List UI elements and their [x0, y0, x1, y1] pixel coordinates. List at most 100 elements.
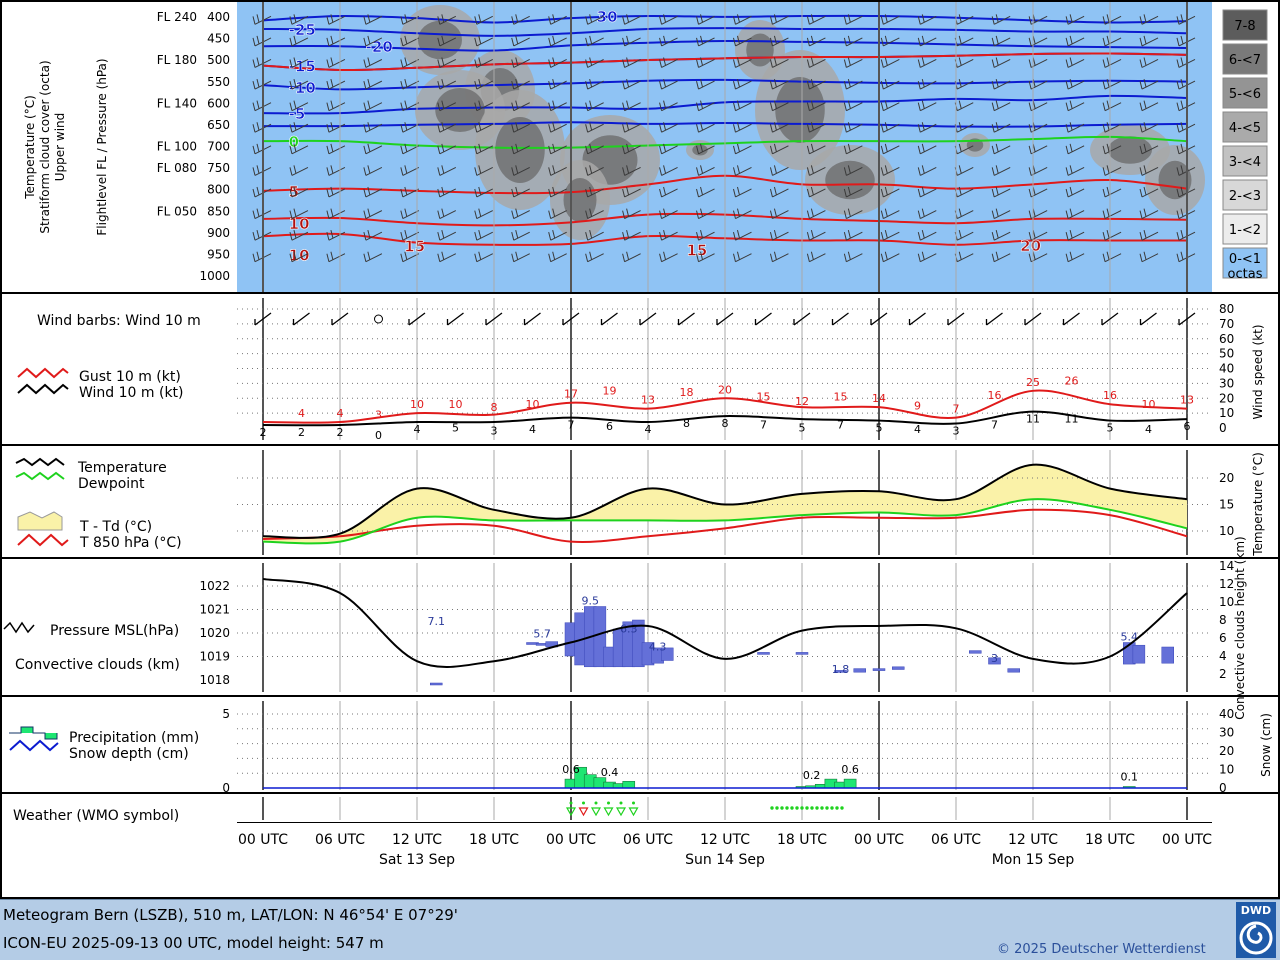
upper-wind-barb	[732, 35, 752, 47]
upper-wind-barb	[659, 186, 678, 198]
upper-wind-barb	[326, 78, 346, 90]
upper-wind-barb	[400, 186, 420, 198]
upper-wind-barb	[400, 165, 420, 176]
isotherm-label: 5	[289, 183, 299, 201]
flight-level-label: FL 050	[157, 204, 197, 218]
pressure-level-label: 750	[207, 161, 230, 175]
precip-legend-label: Precipitation (mm)	[69, 730, 199, 746]
weather-rain-dot	[569, 801, 573, 805]
surface-wind-barb	[831, 312, 849, 326]
upper-wind-barb	[1065, 14, 1085, 25]
upper-wind-barb	[1139, 186, 1159, 198]
flight-level-label: FL 100	[157, 140, 197, 154]
upper-wind-barb	[991, 57, 1011, 68]
upper-wind-barb	[622, 143, 641, 155]
pressure-line	[262, 577, 1188, 668]
weather-drizzle-dot	[805, 806, 809, 810]
pressure-level-label: 900	[207, 226, 230, 240]
upper-wind-barb	[696, 35, 715, 47]
upper-wind-barb	[659, 208, 678, 220]
wind-value-label: 2	[298, 426, 305, 439]
weather-panel-title: Weather (WMO symbol)	[13, 808, 179, 824]
upper-wind-barb	[511, 208, 530, 220]
gust-value-label: 20	[718, 383, 732, 396]
surface-wind-barb	[793, 312, 811, 326]
wind-value-label: 5	[799, 422, 806, 435]
gust-value-label: 15	[757, 391, 771, 404]
convective-height-label: 5.7	[533, 628, 551, 641]
upper-wind-barb	[880, 165, 900, 176]
time-tick-label: 12 UTC	[700, 832, 750, 848]
upper-wind-barb	[400, 230, 420, 241]
convective-height-label: 1.8	[832, 663, 850, 676]
upper-wind-barb	[548, 165, 567, 176]
upper-wind-barb	[585, 251, 604, 263]
time-axis-line	[237, 822, 1212, 823]
wind-value-label: 3	[491, 425, 498, 438]
upper-wind-barb	[843, 122, 863, 133]
upper-wind-barb	[548, 57, 567, 68]
time-tick-label: 00 UTC	[238, 832, 288, 848]
surface-wind-barb	[985, 312, 1003, 326]
upper-wind-barb	[806, 143, 826, 155]
upper-wind-barb	[326, 208, 346, 220]
surface-wind-barb	[254, 312, 272, 326]
upper-wind-barb	[289, 165, 309, 176]
upper-wind-barb	[289, 35, 309, 47]
isotherm-label: -5	[289, 105, 306, 123]
isotherm-label: 30	[597, 8, 618, 26]
upper-wind-barb	[585, 122, 604, 133]
flight-level-label: FL 240	[157, 10, 197, 24]
upper-wind-barb	[1102, 57, 1122, 68]
upper-wind-barb	[732, 78, 752, 90]
wind-value-label: 0	[375, 429, 382, 442]
temperature-ytick: 20	[1219, 471, 1234, 485]
t850-legend-swatch	[17, 533, 69, 547]
upper-wind-barb	[622, 35, 641, 47]
upper-wind-barb	[400, 57, 420, 68]
octa-label: 2-<3	[1229, 189, 1261, 204]
octa-label: 6-<7	[1229, 53, 1261, 68]
gust-value-label: 3	[375, 409, 382, 422]
weather-drizzle-dot	[775, 806, 779, 810]
gust-value-label: 17	[564, 388, 578, 401]
upper-wind-barb	[289, 230, 309, 241]
upper-wind-barb	[769, 100, 789, 112]
upper-wind-barb	[991, 78, 1011, 90]
upper-wind-barb	[289, 78, 309, 90]
surface-wind-barb	[947, 312, 965, 326]
wind-value-label: 4	[414, 423, 421, 436]
upper-wind-barb	[548, 35, 567, 47]
gust-value-label: 10	[526, 398, 540, 411]
time-tick-label: 06 UTC	[931, 832, 981, 848]
surface-wind-barb	[716, 312, 734, 326]
upper-wind-barb	[474, 57, 493, 68]
octa-label: 4-<5	[1229, 121, 1261, 136]
weather-drizzle-dot	[810, 806, 814, 810]
upper-wind-barb	[437, 230, 457, 241]
wind-value-label: 2	[260, 426, 267, 439]
upper-wind-barb	[769, 122, 789, 133]
upper-wind-barb	[1102, 186, 1122, 198]
temperature-legend-label: Temperature	[77, 460, 167, 476]
upper-wind-barb	[585, 35, 604, 47]
wind-value-label: 4	[645, 423, 652, 436]
upper-wind-barb	[511, 35, 530, 47]
upper-wind-barb	[511, 186, 530, 198]
upper-wind-barb	[474, 165, 493, 176]
upper-wind-barb	[769, 208, 789, 220]
upper-wind-barb	[548, 251, 567, 263]
upper-wind-barb	[917, 251, 937, 263]
upper-wind-barb	[659, 57, 678, 68]
weather-drizzle-dot	[840, 806, 844, 810]
wind-value-label: 7	[568, 419, 575, 432]
convective-ytick: 8	[1219, 613, 1227, 627]
upper-wind-barb	[326, 230, 346, 241]
upper-wind-barb	[1065, 165, 1085, 176]
weather-drizzle-dot	[795, 806, 799, 810]
upper-wind-barb	[400, 78, 420, 90]
flight-level-label: FL 140	[157, 96, 197, 110]
upper-wind-barb	[732, 122, 752, 133]
convective-cloud-bar	[757, 652, 770, 655]
upper-wind-barb	[1102, 143, 1122, 155]
